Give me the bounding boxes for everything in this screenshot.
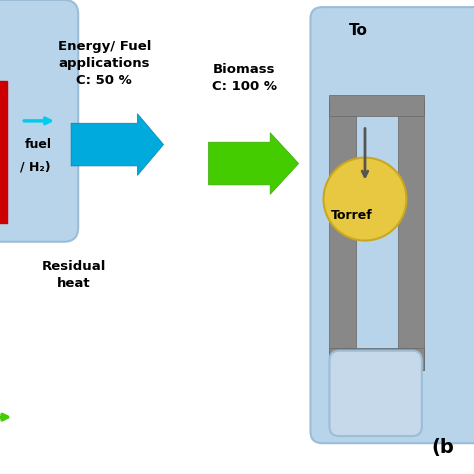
FancyArrow shape [71, 114, 164, 175]
FancyBboxPatch shape [0, 0, 78, 242]
Text: / H₂): / H₂) [20, 160, 51, 173]
Text: To: To [348, 23, 367, 38]
Text: fuel: fuel [25, 138, 51, 151]
FancyBboxPatch shape [310, 7, 474, 443]
Bar [398, 100, 424, 370]
Bar [0, 81, 7, 223]
Ellipse shape [323, 158, 407, 241]
Text: Torref: Torref [331, 209, 373, 222]
Text: Energy/ Fuel
applications
C: 50 %: Energy/ Fuel applications C: 50 % [58, 40, 151, 88]
FancyBboxPatch shape [329, 351, 422, 436]
Text: Biomass
C: 100 %: Biomass C: 100 % [211, 63, 277, 93]
Text: (b: (b [432, 438, 455, 457]
FancyArrow shape [209, 133, 299, 194]
Text: Residual
heat: Residual heat [41, 260, 106, 290]
Bar [329, 348, 424, 370]
Bar [329, 100, 356, 370]
Bar [329, 95, 424, 116]
